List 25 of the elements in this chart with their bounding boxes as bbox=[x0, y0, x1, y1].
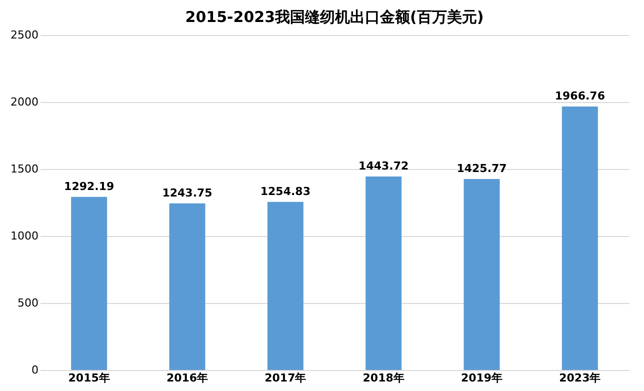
data-label: 1254.83 bbox=[260, 184, 310, 198]
chart-title: 2015-2023我国缝纫机出口金额(百万美元) bbox=[185, 8, 484, 26]
x-tick-label: 2023年 bbox=[559, 372, 601, 384]
bar bbox=[562, 106, 598, 370]
x-tick-label: 2017年 bbox=[264, 372, 306, 384]
data-label: 1243.75 bbox=[162, 186, 212, 200]
y-tick-label: 0 bbox=[32, 364, 38, 376]
data-label: 1443.72 bbox=[358, 160, 409, 173]
bar bbox=[267, 202, 304, 370]
x-tick-label: 2015年 bbox=[68, 372, 110, 384]
bar bbox=[71, 196, 108, 370]
bar bbox=[464, 178, 500, 370]
data-label: 1966.76 bbox=[554, 89, 606, 102]
data-label: 1292.19 bbox=[64, 180, 114, 193]
y-tick-label: 2000 bbox=[10, 96, 38, 108]
y-tick-label: 1000 bbox=[10, 230, 38, 242]
bar bbox=[169, 203, 206, 370]
x-tick-label: 2019年 bbox=[460, 372, 503, 384]
y-tick-label: 1500 bbox=[10, 162, 38, 176]
y-tick-label: 500 bbox=[18, 296, 38, 310]
y-tick-label: 2500 bbox=[10, 28, 38, 42]
x-tick-label: 2018年 bbox=[362, 372, 404, 384]
x-tick-label: 2016年 bbox=[166, 372, 208, 384]
bar bbox=[366, 176, 402, 370]
data-label: 1425.77 bbox=[456, 162, 507, 175]
